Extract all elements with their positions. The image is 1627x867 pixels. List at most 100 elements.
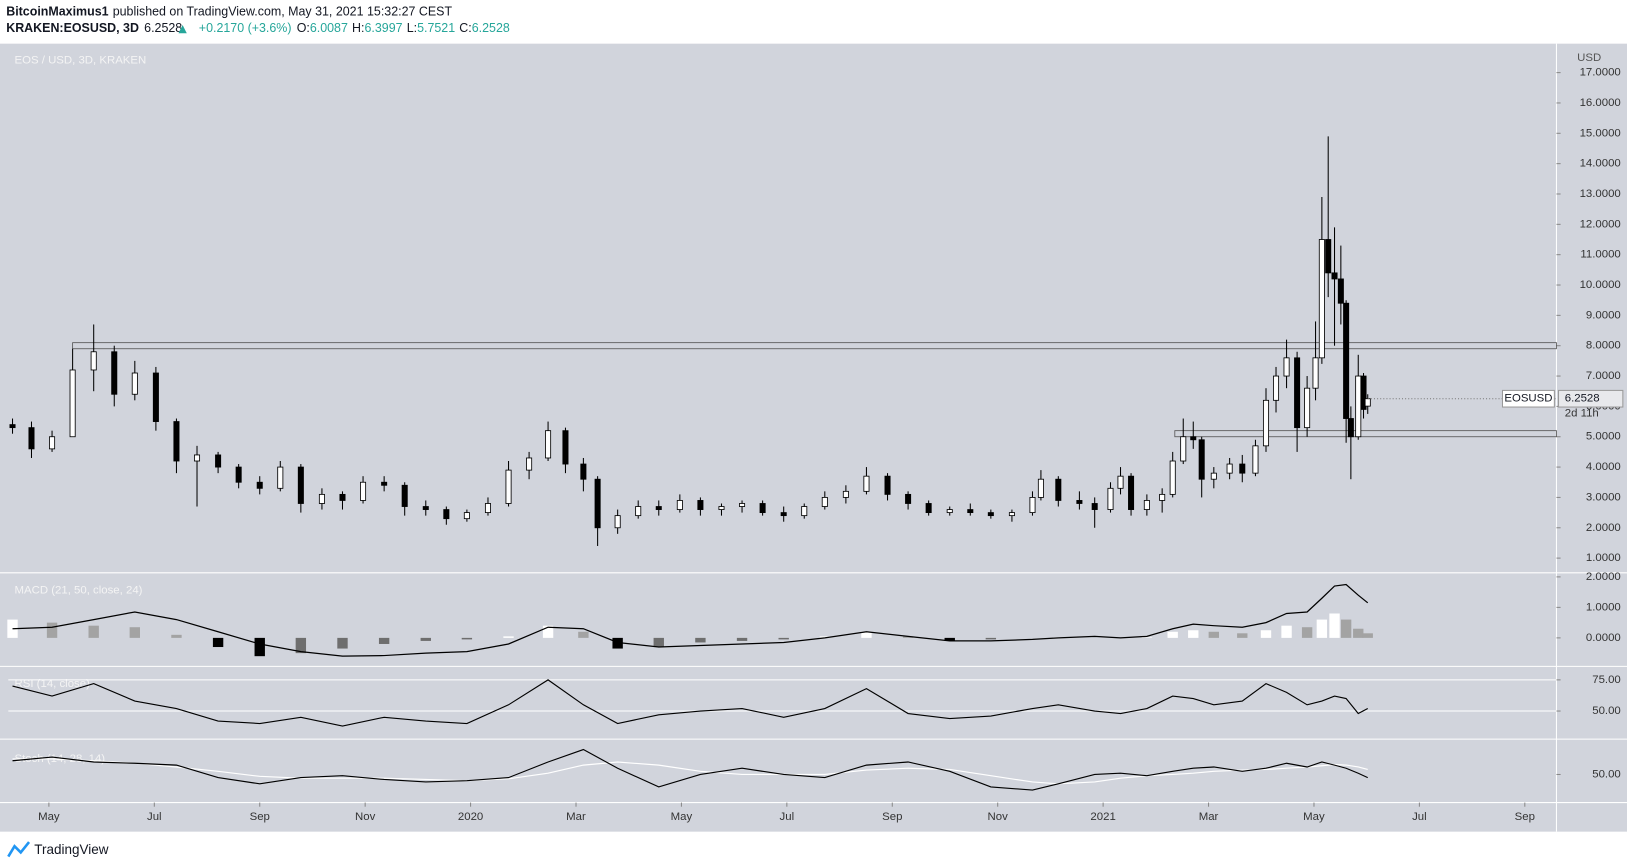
x-tick-label: Sep (250, 811, 270, 823)
indicator-line (12, 679, 1369, 727)
candle-body (594, 478, 601, 529)
candle-body (1180, 436, 1187, 462)
histogram-bar (695, 637, 706, 643)
histogram-bar (46, 622, 58, 638)
symbol-label-box (1501, 389, 1555, 408)
x-tick-label: Sep (882, 811, 902, 823)
up-arrow-icon (178, 24, 187, 34)
y-tick-label: 1.0000 (1586, 601, 1621, 613)
candle-body (1343, 302, 1350, 419)
histogram-bar (337, 637, 348, 649)
candle-body (1117, 475, 1124, 489)
y-tick-label: 7.0000 (1586, 370, 1621, 382)
candle-body (759, 503, 766, 514)
y-tick-label: 75.00 (1592, 674, 1621, 686)
ohlc-label: C: (459, 21, 471, 35)
author: BitcoinMaximus1 (6, 5, 108, 19)
y-tick-label: 50.00 (1592, 705, 1621, 717)
candle-body (1273, 375, 1280, 401)
histogram-bar (1208, 631, 1220, 638)
candle-body (69, 369, 76, 438)
candle-body (635, 506, 642, 517)
candle-body (614, 515, 621, 529)
y-tick-label: 16.0000 (1580, 97, 1621, 109)
publish-line: BitcoinMaximus1 published on TradingView.… (6, 5, 452, 19)
candle-body (1337, 278, 1344, 304)
y-tick-label: 15.0000 (1580, 127, 1621, 139)
y-tick-label: 3.0000 (1586, 491, 1621, 503)
candle-body (9, 424, 16, 429)
candle-body (1159, 493, 1166, 501)
x-tick-label: May (671, 811, 693, 823)
candle-body (905, 493, 912, 504)
candle-body (90, 351, 97, 371)
histogram-bar (902, 636, 914, 638)
x-tick-label: Jul (1412, 811, 1427, 823)
histogram-bar (1237, 633, 1248, 638)
close-value: 6.2528 (472, 21, 510, 35)
histogram-bar (542, 625, 554, 638)
candle-body (1360, 375, 1367, 410)
histogram-bar (461, 637, 473, 640)
histogram-bar (378, 637, 390, 644)
x-tick-label: Jul (147, 811, 162, 823)
candle-body (780, 512, 787, 517)
ohlc-label: L: (407, 21, 417, 35)
candle-body (1283, 357, 1290, 377)
ohlc-label: H: (352, 21, 364, 35)
price-label-box (1557, 389, 1624, 408)
candle-body (1091, 503, 1098, 510)
indicator-title: RSI (14, close) (15, 678, 91, 690)
histogram-bar (1167, 631, 1178, 638)
candle-body (1008, 512, 1015, 517)
candle-body (1325, 239, 1332, 274)
symbol: KRAKEN:EOSUSD, 3D (6, 21, 139, 35)
y-tick-label: 11.0000 (1580, 249, 1620, 261)
candle-body (1076, 500, 1083, 504)
histogram-bar (254, 637, 265, 657)
histogram-bar (1316, 619, 1328, 638)
high-value: 6.3997 (365, 21, 403, 35)
x-tick-label: May (1303, 811, 1325, 823)
candle-body (526, 457, 533, 471)
countdown-label: 2d 11h (1565, 407, 1599, 419)
histogram-bar (1362, 633, 1373, 638)
histogram-bar (1281, 625, 1292, 638)
candle-body (1169, 460, 1176, 495)
candle-body (842, 490, 849, 498)
candle-body (884, 475, 891, 495)
candle-body (463, 512, 470, 520)
symbol-label: EOSUSD (1504, 393, 1552, 405)
y-tick-label: 1.0000 (1586, 552, 1621, 564)
y-tick-label: 17.0000 (1580, 67, 1621, 79)
candle-body (297, 466, 304, 504)
candle-body (562, 430, 569, 465)
y-tick-label: 5.0000 (1586, 431, 1621, 443)
open-value: 6.0087 (310, 21, 348, 35)
candle-body (1190, 436, 1197, 441)
x-tick-label: Jul (780, 811, 795, 823)
y-tick-label: 9.0000 (1586, 309, 1621, 321)
candle-body (422, 506, 429, 510)
candle-body (1304, 387, 1311, 429)
candle-body (505, 469, 512, 504)
histogram-bar (653, 637, 664, 648)
histogram-bar (861, 631, 872, 638)
chart-title: EOS / USD, 3D, KRAKEN (15, 54, 147, 66)
candle-body (676, 500, 683, 510)
histogram-bar (1188, 630, 1199, 638)
histogram-bar (1329, 613, 1340, 638)
histogram-bar (171, 634, 182, 638)
candle-body (360, 481, 367, 501)
candle-body (1294, 357, 1301, 429)
candle-body (1262, 399, 1270, 447)
candle-body (925, 503, 932, 514)
footer-logo: TradingView (7, 841, 109, 858)
candle-body (987, 512, 994, 517)
candle-body (1347, 418, 1354, 438)
candle-body (277, 466, 284, 489)
candle-body (111, 351, 118, 395)
indicator-line (12, 758, 1368, 785)
support-resistance-zone (1174, 430, 1557, 438)
symbol-line: KRAKEN:EOSUSD, 3D 6.2528 +0.2170 (+3.6%) O:… (6, 21, 510, 35)
